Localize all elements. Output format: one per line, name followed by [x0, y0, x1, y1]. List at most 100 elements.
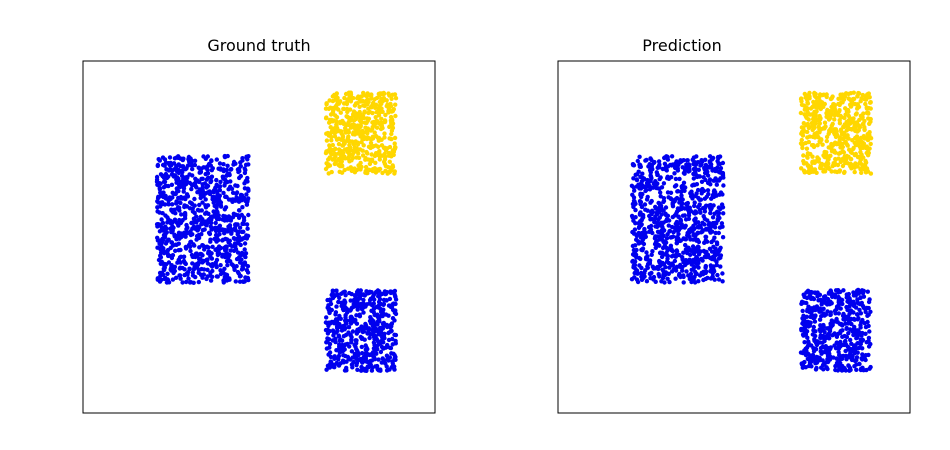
scatter-point: [172, 232, 177, 237]
scatter-point: [850, 329, 855, 334]
scatter-point: [849, 127, 854, 132]
scatter-point: [187, 266, 192, 271]
scatter-point: [374, 125, 380, 130]
scatter-point: [339, 129, 344, 134]
scatter-point: [676, 162, 681, 168]
scatter-point: [227, 276, 232, 281]
scatter-point: [350, 132, 356, 137]
scatter-point: [864, 106, 870, 111]
scatter-point: [661, 181, 667, 186]
scatter-point: [666, 176, 672, 181]
scatter-point: [807, 90, 812, 96]
scatter-point: [656, 163, 662, 169]
scatter-point: [167, 155, 173, 160]
scatter-point: [325, 305, 330, 310]
scatter-point: [190, 254, 195, 259]
scatter-point: [166, 183, 171, 189]
scatter-point: [860, 330, 865, 336]
scatter-point: [171, 270, 176, 276]
scatter-point: [688, 191, 693, 196]
scatter-point: [382, 131, 387, 136]
scatter-point: [166, 174, 171, 179]
scatter-point: [717, 169, 722, 174]
scatter-point: [204, 210, 209, 215]
scatter-point: [380, 109, 385, 115]
scatter-point: [324, 115, 329, 120]
scatter-point: [183, 261, 188, 267]
scatter-point: [642, 270, 647, 276]
scatter-point: [227, 172, 232, 178]
scatter-point: [669, 269, 675, 274]
scatter-point: [236, 199, 242, 204]
scatter-point: [838, 289, 843, 295]
scatter-point: [682, 213, 687, 218]
scatter-point: [228, 248, 233, 253]
scatter-point: [182, 212, 188, 217]
scatter-point: [199, 208, 204, 213]
scatter-point: [376, 331, 381, 337]
scatter-point: [212, 212, 217, 217]
scatter-point: [808, 296, 814, 301]
scatter-point: [820, 358, 825, 363]
scatter-point: [861, 155, 866, 160]
scatter-point: [158, 273, 163, 278]
scatter-point: [354, 313, 359, 318]
scatter-point: [638, 174, 643, 180]
scatter-point: [390, 336, 395, 342]
scatter-point: [631, 176, 636, 181]
scatter-point: [819, 302, 824, 307]
scatter-point: [857, 117, 862, 123]
scatter-point: [850, 138, 855, 143]
scatter-point: [386, 330, 391, 336]
scatter-point: [681, 236, 686, 241]
scatter-point: [803, 353, 809, 358]
scatter-point: [809, 143, 815, 148]
scatter-point: [354, 128, 359, 133]
scatter-point: [637, 162, 642, 167]
scatter-point: [392, 310, 398, 315]
scatter-point: [720, 279, 725, 284]
scatter-point: [224, 251, 230, 256]
scatter-point: [354, 362, 359, 368]
scatter-point: [826, 336, 832, 341]
scatter-point: [716, 210, 722, 216]
scatter-point: [818, 335, 823, 340]
scatter-point: [805, 151, 811, 156]
scatter-point: [813, 306, 818, 311]
scatter-point: [828, 345, 833, 350]
scatter-point: [640, 237, 646, 242]
scatter-point: [389, 289, 394, 294]
scatter-point: [331, 108, 336, 113]
scatter-point: [842, 342, 847, 348]
scatter-point: [659, 212, 664, 217]
scatter-point: [376, 294, 381, 299]
scatter-point: [855, 341, 860, 346]
scatter-point: [338, 99, 343, 104]
scatter-point: [859, 166, 864, 172]
scatter-point: [324, 138, 330, 143]
scatter-point: [336, 299, 341, 305]
scatter-point: [705, 173, 711, 178]
scatter-point: [359, 364, 364, 370]
scatter-point: [235, 250, 241, 255]
scatter-point: [702, 167, 707, 172]
scatter-point: [384, 368, 390, 373]
scatter-point: [158, 261, 163, 266]
cluster-0: [629, 154, 726, 285]
scatter-point: [655, 220, 660, 226]
scatter-point: [185, 225, 190, 230]
scatter-point: [798, 141, 804, 146]
scatter-point: [691, 176, 696, 181]
scatter-point: [379, 116, 384, 122]
scatter-point: [190, 173, 195, 178]
scatter-point: [832, 308, 838, 314]
scatter-point: [392, 353, 397, 358]
scatter-point: [336, 107, 341, 112]
scatter-point: [705, 275, 710, 281]
scatter-point: [848, 350, 853, 356]
scatter-point: [659, 250, 665, 255]
scatter-point: [863, 97, 869, 102]
scatter-point: [653, 204, 658, 210]
scatter-point: [863, 353, 868, 358]
scatter-point: [392, 367, 397, 372]
